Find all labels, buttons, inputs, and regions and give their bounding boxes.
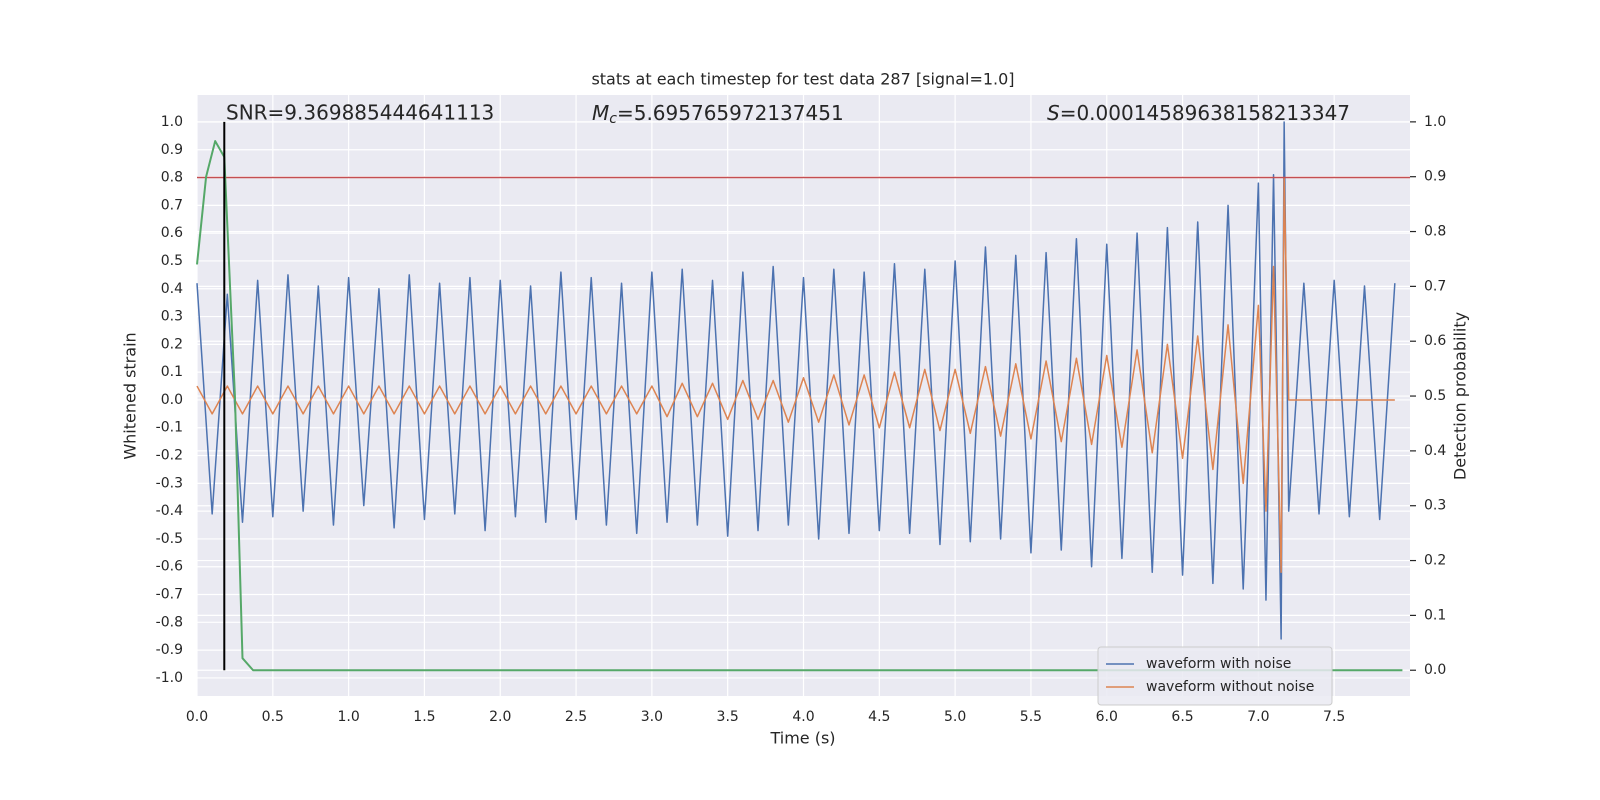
annotation-symbol: S	[1047, 101, 1060, 125]
series-line	[196, 121, 1396, 640]
legend-box	[1097, 646, 1333, 706]
y-tick-label: 0.6	[161, 225, 183, 241]
y-tick-label: 0.1	[161, 364, 183, 380]
y2-tick-label: 0.1	[1424, 607, 1446, 623]
x-tick-label: 4.5	[868, 709, 890, 725]
chart-title: stats at each timestep for test data 287…	[591, 70, 1014, 89]
y-tick-label: 0.8	[161, 170, 183, 186]
x-tick-label: 0.0	[186, 709, 208, 725]
x-tick-label: 3.5	[717, 709, 739, 725]
y2-axis-label: Detection probability	[1451, 312, 1470, 480]
y-tick-label: 0.9	[161, 142, 183, 158]
y-tick-label: -1.0	[156, 670, 183, 686]
y-tick-label: 0.3	[161, 309, 183, 325]
y-tick-label: -0.9	[156, 642, 183, 658]
legend-label: waveform with noise	[1146, 656, 1291, 672]
y-tick-label: 0.5	[161, 253, 183, 269]
y-tick-label: 0.0	[161, 392, 183, 408]
y-tick-label: -0.3	[156, 475, 183, 491]
y-tick-label: -0.7	[156, 587, 183, 603]
x-tick-label: 5.5	[1020, 709, 1042, 725]
y2-tick-label: 0.6	[1424, 333, 1446, 349]
x-axis-label: Time (s)	[769, 729, 835, 748]
x-tick-label: 6.5	[1171, 709, 1193, 725]
y-tick-label: -0.8	[156, 614, 183, 630]
y2-tick-label: 0.2	[1424, 553, 1446, 569]
y2-tick-label: 0.9	[1424, 169, 1446, 185]
y-tick-label: -0.6	[156, 559, 183, 575]
annotation: SNR=9.369885444641113	[226, 101, 494, 125]
y2-tick-label: 0.3	[1424, 498, 1446, 514]
y-tick-label: -0.4	[156, 503, 183, 519]
x-tick-label: 1.0	[337, 709, 359, 725]
annotation-value: =0.00014589638158213347	[1060, 101, 1350, 125]
annotation-value: =5.695765972137451	[617, 101, 844, 125]
x-tick-label: 7.5	[1323, 709, 1345, 725]
annotation: S=0.00014589638158213347	[1047, 101, 1350, 125]
y-tick-label: 0.7	[161, 197, 183, 213]
x-tick-label: 5.0	[944, 709, 966, 725]
series-line	[196, 176, 1395, 574]
y-axis-label: Whitened strain	[121, 332, 140, 459]
x-tick-label: 3.0	[641, 709, 663, 725]
y-tick-label: -0.2	[156, 448, 183, 464]
y2-tick-label: 0.5	[1424, 388, 1446, 404]
annotation: Mc=5.695765972137451	[592, 101, 844, 128]
legend: waveform with noise waveform without nois…	[1097, 646, 1333, 706]
detection-line	[196, 140, 1403, 672]
annotation-symbol: M	[592, 101, 609, 125]
y2-tick-label: 0.8	[1424, 224, 1446, 240]
x-tick-label: 6.0	[1096, 709, 1118, 725]
y2-tick-label: 1.0	[1424, 114, 1446, 130]
x-tick-label: 1.5	[413, 709, 435, 725]
y2-tick-label: 0.0	[1424, 662, 1446, 678]
y-tick-label: -0.1	[156, 420, 183, 436]
annotation-subscript: c	[609, 111, 617, 127]
x-tick-label: 2.0	[489, 709, 511, 725]
plot	[196, 121, 1410, 672]
legend-label: waveform without noise	[1146, 679, 1314, 695]
x-tick-label: 7.0	[1247, 709, 1269, 725]
y-tick-label: -0.5	[156, 531, 183, 547]
y2-tick-label: 0.4	[1424, 443, 1446, 459]
x-tick-label: 0.5	[262, 709, 284, 725]
y-tick-label: 1.0	[161, 114, 183, 130]
y-tick-label: 0.4	[161, 281, 183, 297]
x-tick-label: 2.5	[565, 709, 587, 725]
x-tick-label: 4.0	[792, 709, 814, 725]
y2-tick-label: 0.7	[1424, 278, 1446, 294]
y-tick-label: 0.2	[161, 336, 183, 352]
